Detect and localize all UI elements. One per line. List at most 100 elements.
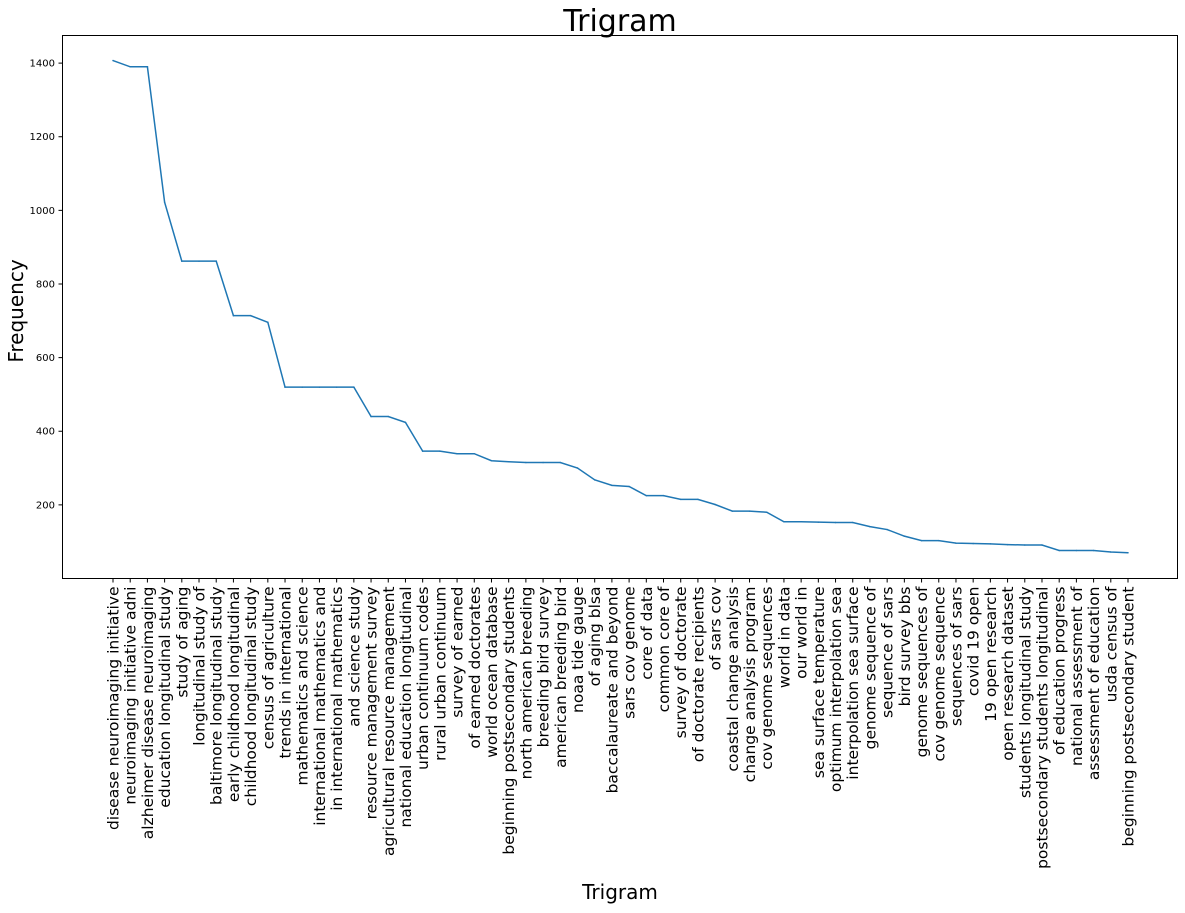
y-axis: 200 400 600 800 1000 1200 1400 (30, 59, 63, 511)
x-tick-label: interpolation sea surface (844, 587, 862, 780)
y-axis-label: Frequency (4, 259, 28, 362)
x-tick-label: sars cov genome (621, 587, 639, 719)
x-tick-label: assessment of education (1085, 587, 1103, 781)
data-point (645, 494, 648, 497)
x-tick-label: 19 open research (982, 587, 1000, 722)
plot-area (62, 35, 1178, 579)
data-point (1127, 551, 1129, 554)
x-tick-label: neuroimaging initiative adni (122, 587, 140, 805)
data-point (1092, 549, 1095, 552)
data-point (662, 494, 665, 497)
x-tick-label: bird survey bbs (896, 587, 914, 707)
data-point (903, 535, 906, 537)
x-tick-label: genome sequence of (861, 586, 879, 749)
x-tick-label: of aging blsa (586, 587, 604, 687)
x-tick-label: postsecondary students longitudinal (1033, 587, 1051, 869)
data-point (731, 510, 734, 512)
data-point (714, 503, 716, 506)
data-point (267, 321, 269, 324)
x-tick-label: noaa tide gauge (569, 587, 587, 713)
data-point (1110, 551, 1112, 553)
data-point (1041, 544, 1043, 546)
data-point (628, 485, 630, 488)
data-point (404, 421, 407, 424)
x-tick-label: common core of (655, 586, 673, 712)
data-point (353, 386, 355, 388)
data-point (783, 521, 785, 523)
data-point (112, 59, 114, 62)
data-point (955, 542, 957, 544)
x-tick-label: genome sequences of (913, 586, 931, 757)
x-tick-label: breeding bird survey (535, 587, 553, 748)
x-tick-label: longitudinal study of (191, 586, 209, 746)
x-tick-label: childhood longitudinal study (242, 587, 260, 807)
x-tick-label: disease neuroimaging initiative (105, 587, 123, 831)
data-point (456, 452, 458, 455)
data-point (748, 510, 751, 512)
x-tick-label: sequences of sars (947, 587, 965, 727)
x-tick-label: of education progress (1051, 587, 1069, 756)
x-tick-label: sequence of sars (879, 587, 897, 719)
data-point (920, 539, 923, 542)
x-tick-label: national education longitudinal (397, 587, 415, 828)
x-tick-label: coastal change analysis (724, 587, 742, 772)
y-tick-label: 1400 (30, 59, 55, 70)
x-tick-label: open research dataset (999, 587, 1017, 761)
data-point (972, 542, 974, 545)
data-point (886, 528, 888, 531)
data-point (938, 539, 940, 542)
data-point (765, 511, 768, 513)
x-tick-label: our world in (793, 587, 811, 679)
x-tick-label: urban continuum codes (414, 587, 432, 770)
x-tick-label: north american breeding (517, 587, 535, 780)
data-point (817, 521, 820, 523)
x-tick-label: covid 19 open (965, 587, 983, 697)
data-point (215, 260, 217, 262)
x-tick-label: baccalaureate and beyond (603, 587, 621, 794)
x-tick-label: american breeding bird (552, 587, 570, 768)
x-tick-label: beginning postsecondary students (500, 587, 518, 855)
x-tick-label: core of data (638, 587, 656, 680)
data-point (542, 461, 544, 464)
x-tick-label: usda census of (1102, 586, 1120, 702)
x-tick-label: education longitudinal study (156, 587, 174, 808)
data-point (146, 66, 149, 68)
x-tick-label: international mathematics and (311, 587, 329, 826)
data-point (507, 461, 510, 463)
x-axis: disease neuroimaging initiative neuroimag… (105, 578, 1138, 869)
data-point (851, 521, 854, 524)
data-point (800, 521, 802, 523)
data-point (387, 415, 390, 418)
data-point (370, 415, 372, 418)
y-tick-label: 400 (36, 427, 55, 438)
data-point (181, 260, 183, 262)
data-point (198, 260, 200, 262)
data-point (129, 66, 131, 68)
data-point (1058, 549, 1060, 552)
data-point (1075, 549, 1078, 552)
x-tick-label: rural urban continuum (431, 587, 449, 761)
y-tick-label: 1200 (30, 132, 55, 143)
data-point (301, 386, 303, 388)
x-tick-label: survey of earned (449, 587, 467, 718)
data-point (593, 479, 596, 481)
x-tick-label: study of aging (173, 587, 191, 698)
x-tick-label: trends in international (277, 587, 295, 759)
x-tick-label: sea surface temperature (810, 587, 828, 779)
data-point (1024, 544, 1026, 546)
x-tick-label: survey of doctorate (672, 587, 690, 739)
x-tick-label: mathematics and science (294, 587, 312, 786)
data-point (697, 498, 699, 501)
y-tick-label: 800 (36, 279, 55, 290)
data-point (834, 521, 837, 524)
data-point (163, 201, 166, 204)
data-point (989, 543, 992, 545)
data-point (559, 461, 562, 464)
x-tick-label: in international mathematics (328, 587, 346, 811)
data-point (473, 452, 476, 455)
data-point (318, 386, 321, 388)
x-tick-label: agricultural resource management (380, 587, 398, 856)
x-tick-label: optimum interpolation sea (827, 587, 845, 793)
